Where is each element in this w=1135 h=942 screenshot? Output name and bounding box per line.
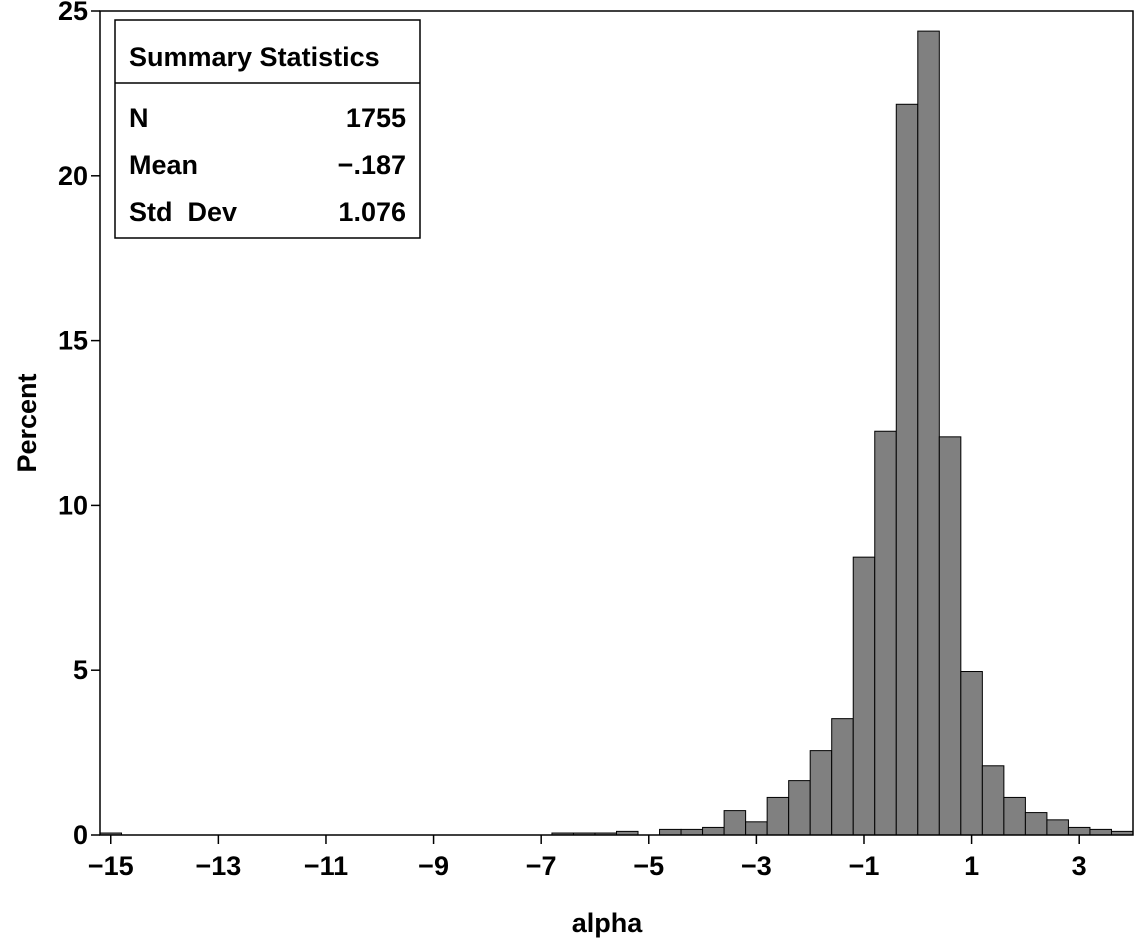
plot-frame <box>99 10 1134 836</box>
stat-value-std-dev: 1.076 <box>338 197 406 227</box>
histogram-bar <box>1067 826 1091 836</box>
histogram-bar <box>917 30 940 836</box>
histogram-bar <box>1024 812 1048 836</box>
histogram-bar <box>874 430 897 836</box>
stat-label-std-dev: Std Dev <box>129 197 237 227</box>
x-tick-label: 1 <box>964 851 979 881</box>
histogram-bar <box>960 671 983 836</box>
summary-box-frame <box>114 19 421 239</box>
histogram-bar <box>766 796 790 836</box>
y-tick-label: 15 <box>58 326 88 356</box>
x-tick-label: −5 <box>633 851 664 881</box>
histogram-bar <box>831 718 854 836</box>
x-tick-label: −13 <box>195 851 241 881</box>
histogram-bar <box>1046 819 1069 836</box>
x-axis-title: alpha <box>572 908 644 938</box>
histogram-bar <box>895 103 919 836</box>
stat-label-mean: Mean <box>129 150 198 180</box>
stat-value-n: 1755 <box>346 103 406 133</box>
x-tick-label: −1 <box>849 851 880 881</box>
histogram-bar <box>809 750 833 836</box>
histogram-bar <box>788 780 811 836</box>
histogram-bar <box>702 826 725 836</box>
y-axis-title: Percent <box>12 373 42 472</box>
histogram-bar <box>852 556 876 836</box>
histogram-bar <box>1003 796 1026 836</box>
x-axis: −15 −13 −11 −9 −7 −5 −3 −1 1 3 <box>88 835 1087 881</box>
x-tick-label: −7 <box>526 851 557 881</box>
y-axis: 0 5 10 15 20 25 <box>58 0 100 850</box>
summary-title: Summary Statistics <box>129 42 380 72</box>
y-tick-label: 20 <box>58 161 88 191</box>
y-tick-label: 5 <box>73 655 88 685</box>
y-tick-label: 0 <box>73 820 88 850</box>
histogram-bar <box>680 828 704 836</box>
histogram-bar <box>745 821 768 836</box>
stat-value-mean: −.187 <box>338 150 406 180</box>
stat-label-n: N <box>129 103 149 133</box>
histogram-bar <box>1089 828 1112 836</box>
x-tick-label: −3 <box>741 851 772 881</box>
x-tick-label: −9 <box>418 851 449 881</box>
histogram-bar <box>659 828 682 836</box>
x-tick-label: −15 <box>88 851 134 881</box>
histogram-bar <box>723 810 747 836</box>
summary-statistics-inset: Summary Statistics N 1755 Mean −.187 Std… <box>114 19 421 239</box>
x-tick-label: 3 <box>1072 851 1087 881</box>
histogram-bar <box>981 765 1005 836</box>
x-tick-label: −11 <box>304 851 348 881</box>
histogram-bars <box>99 30 1134 836</box>
y-tick-label: 25 <box>58 0 88 26</box>
histogram-bar <box>938 436 962 836</box>
y-tick-label: 10 <box>58 490 88 520</box>
